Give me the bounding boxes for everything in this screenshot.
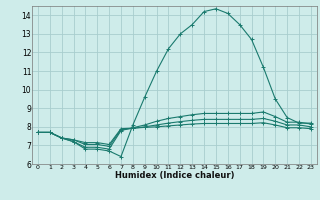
- X-axis label: Humidex (Indice chaleur): Humidex (Indice chaleur): [115, 171, 234, 180]
